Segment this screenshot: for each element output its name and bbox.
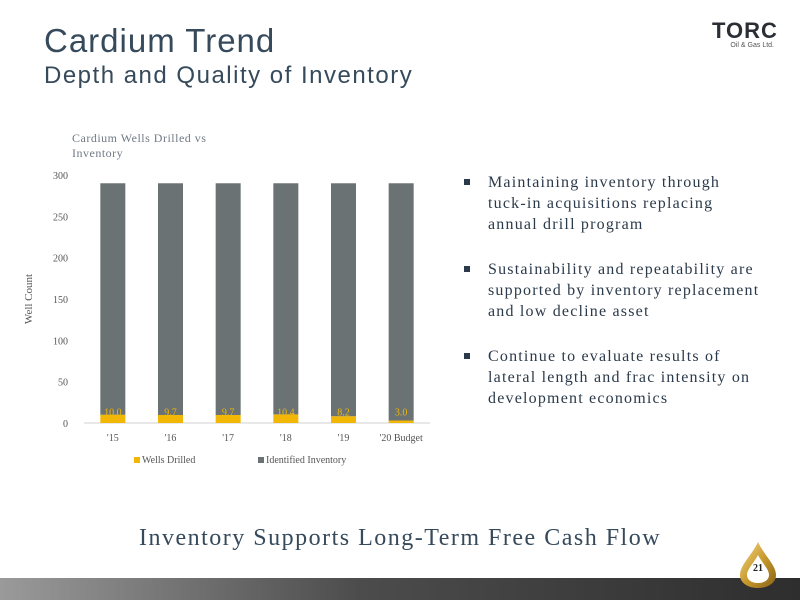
logo-text: TORC bbox=[712, 18, 778, 43]
bar-wells-drilled bbox=[331, 416, 356, 423]
x-tick-label: '15 bbox=[107, 433, 119, 444]
data-label: 3.0 bbox=[395, 407, 408, 418]
bar-identified-inventory bbox=[158, 183, 183, 415]
legend-swatch bbox=[134, 457, 140, 463]
bullet-text: Sustainability and repeatability are sup… bbox=[488, 261, 760, 320]
data-label: 9.7 bbox=[164, 407, 177, 418]
oil-drop-icon bbox=[740, 542, 776, 588]
chart-title: Cardium Wells Drilled vs Inventory bbox=[72, 131, 207, 160]
y-axis-label: Well Count bbox=[23, 274, 35, 324]
slide-subtitle: Depth and Quality of Inventory bbox=[44, 62, 414, 89]
y-tick-label: 150 bbox=[53, 295, 68, 306]
bar-wells-drilled bbox=[215, 414, 241, 423]
legend-label: Wells Drilled bbox=[142, 455, 195, 466]
bar-wells-drilled bbox=[388, 420, 414, 423]
y-tick-label: 0 bbox=[63, 419, 68, 430]
bullet-square-icon bbox=[464, 353, 470, 359]
bullet-item: Maintaining inventory through tuck-in ac… bbox=[462, 172, 762, 235]
bullet-square-icon bbox=[464, 266, 470, 272]
y-tick-label: 300 bbox=[53, 171, 68, 182]
x-tick-label: '19 bbox=[338, 433, 350, 444]
bar-wells-drilled bbox=[100, 414, 126, 423]
y-tick-label: 50 bbox=[58, 378, 68, 389]
page-number: 21 bbox=[753, 563, 763, 574]
footer-bar bbox=[0, 578, 800, 600]
bullet-text: Maintaining inventory through tuck-in ac… bbox=[488, 174, 721, 233]
stacked-bar-chart: Well Count 0 50 100 150 200 250 300 10.0 '15 9.7 '1… bbox=[23, 171, 430, 466]
bar-wells-drilled bbox=[158, 414, 183, 423]
bar-identified-inventory bbox=[331, 183, 356, 417]
bullet-item: Continue to evaluate results of lateral … bbox=[462, 346, 762, 409]
bullet-item: Sustainability and repeatability are sup… bbox=[462, 259, 762, 322]
bullet-text: Continue to evaluate results of lateral … bbox=[488, 348, 751, 407]
company-logo: TORC Oil & Gas Ltd. bbox=[712, 18, 780, 54]
bar-identified-inventory bbox=[100, 183, 126, 415]
legend-swatch bbox=[258, 457, 264, 463]
x-tick-label: '18 bbox=[280, 433, 292, 444]
bullet-square-icon bbox=[464, 179, 470, 185]
tagline: Inventory Supports Long-Term Free Cash F… bbox=[138, 525, 662, 551]
data-label: 10.0 bbox=[104, 407, 122, 418]
data-label: 8.2 bbox=[337, 407, 350, 418]
x-tick-label: '17 bbox=[222, 433, 234, 444]
bar-identified-inventory bbox=[388, 183, 414, 421]
slide-title: Cardium Trend bbox=[44, 22, 276, 59]
data-label: 9.7 bbox=[222, 407, 235, 418]
y-tick-label: 200 bbox=[53, 254, 68, 265]
x-tick-label: '20 Budget bbox=[380, 433, 423, 444]
data-label: 10.4 bbox=[277, 407, 295, 418]
bar-identified-inventory bbox=[273, 183, 299, 415]
bar-wells-drilled bbox=[273, 414, 299, 423]
legend-label: Identified Inventory bbox=[266, 455, 346, 466]
y-tick-label: 100 bbox=[53, 336, 68, 347]
x-tick-label: '16 bbox=[165, 433, 177, 444]
logo-subtext: Oil & Gas Ltd. bbox=[730, 42, 774, 49]
bullet-list: Maintaining inventory through tuck-in ac… bbox=[462, 172, 762, 433]
y-tick-label: 250 bbox=[53, 212, 68, 223]
bar-identified-inventory bbox=[215, 183, 241, 415]
